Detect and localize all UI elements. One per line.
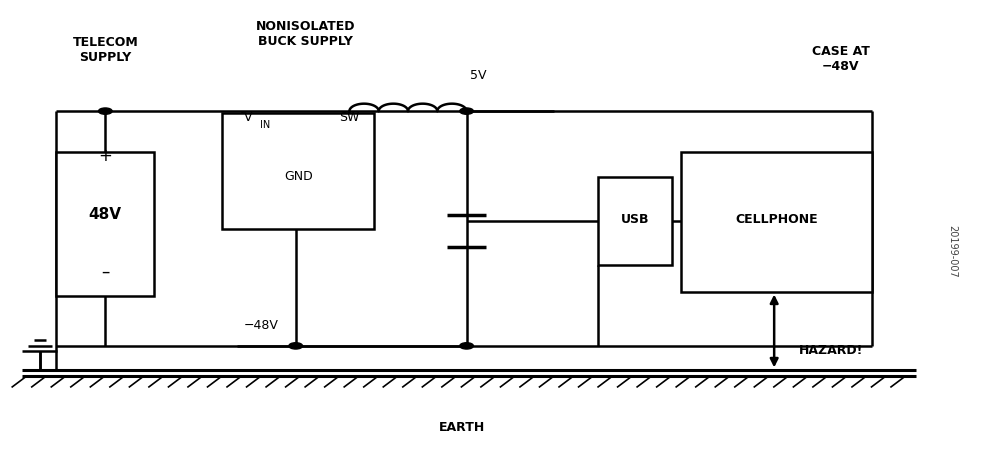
Text: –: –: [101, 262, 109, 281]
Text: GND: GND: [284, 170, 313, 183]
Text: −48V: −48V: [245, 319, 279, 332]
Text: +: +: [98, 147, 112, 165]
Text: CASE AT
−48V: CASE AT −48V: [812, 45, 869, 73]
Text: IN: IN: [259, 120, 270, 130]
Bar: [223, 113, 374, 228]
Bar: [598, 176, 672, 265]
Text: NONISOLATED
BUCK SUPPLY: NONISOLATED BUCK SUPPLY: [255, 21, 355, 48]
Text: 48V: 48V: [88, 207, 122, 223]
Text: TELECOM
SUPPLY: TELECOM SUPPLY: [73, 36, 138, 64]
Text: EARTH: EARTH: [439, 420, 485, 434]
Circle shape: [98, 108, 112, 114]
Circle shape: [289, 343, 302, 349]
Text: 20199-007: 20199-007: [947, 225, 956, 277]
Circle shape: [460, 108, 473, 114]
Text: HAZARD!: HAZARD!: [798, 344, 863, 357]
Bar: [57, 152, 154, 296]
Text: USB: USB: [622, 213, 650, 226]
Text: SW: SW: [339, 112, 359, 124]
Circle shape: [460, 343, 473, 349]
Text: CELLPHONE: CELLPHONE: [736, 213, 818, 226]
Text: 5V: 5V: [470, 69, 486, 81]
Text: V: V: [244, 112, 252, 124]
Bar: [682, 152, 872, 292]
